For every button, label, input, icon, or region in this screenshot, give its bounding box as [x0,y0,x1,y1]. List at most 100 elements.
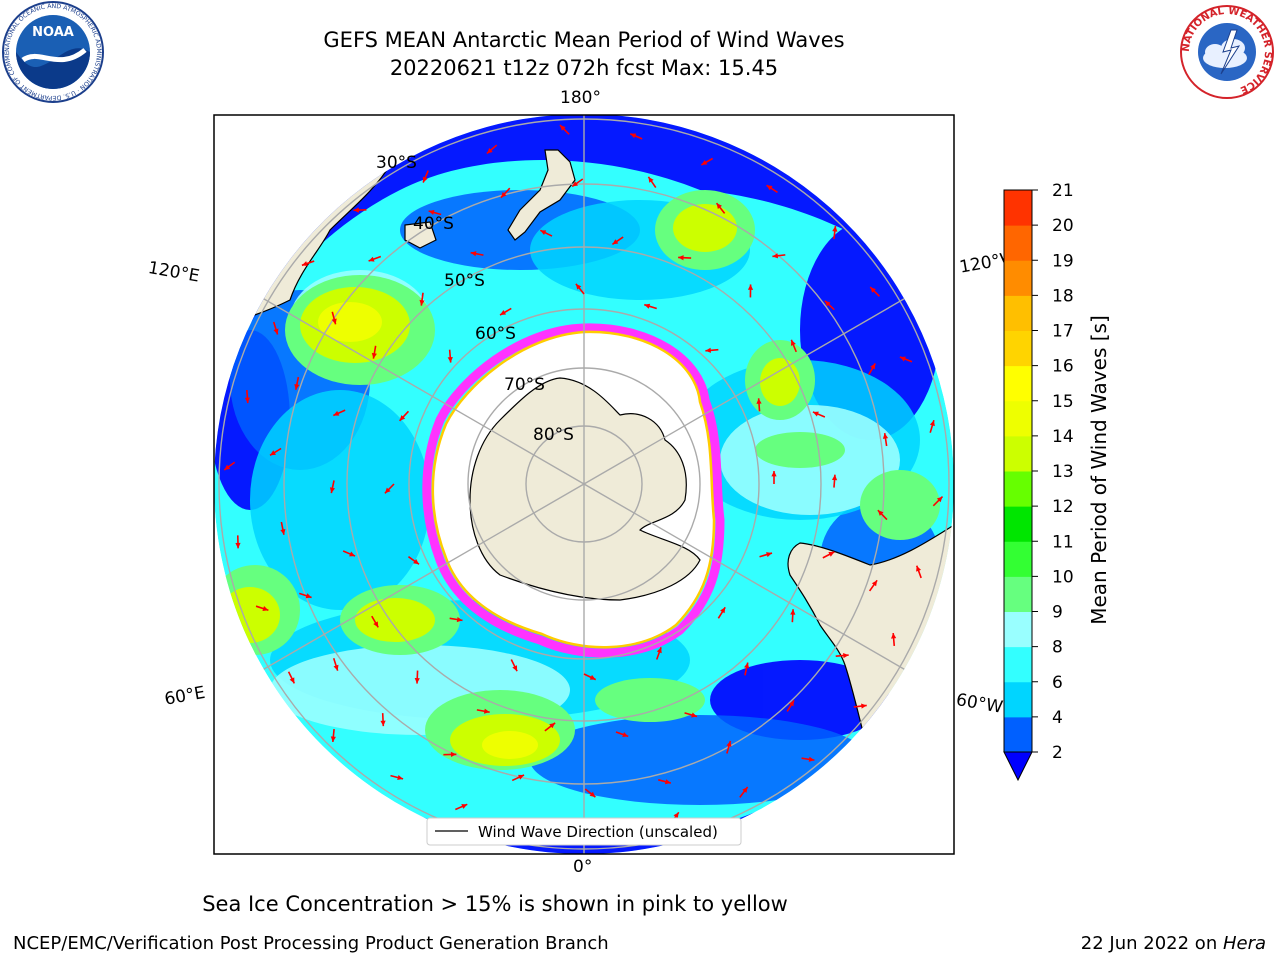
wave-direction-arrowhead [772,253,779,259]
wave-direction-arrowhead [333,410,340,416]
wave-direction-arrowhead [678,255,684,261]
wave-direction-arrowhead [766,552,773,558]
credit-text: NCEP/EMC/Verification Post Processing Pr… [13,933,609,954]
wave-direction-arrowhead [790,609,796,615]
wave-direction-arrowhead [262,606,269,612]
wave-direction-arrowhead [832,226,838,232]
wave-direction-arrowhead [244,397,251,404]
wave-direction-arrowhead [691,712,698,718]
wave-direction-arrowhead [329,487,336,494]
wave-direction-arrowhead [742,787,748,793]
wave-direction-arrowhead [622,732,629,737]
wave-direction-arrowhead [648,176,654,183]
africa-landmass [214,759,336,854]
wave-direction-arrowhead [540,230,547,236]
wave-direction-arrowhead [788,700,795,707]
wave-direction-arrowhead [936,496,943,503]
wave-direction-arrowhead [559,125,566,131]
wave-direction-arrowhead [589,791,596,798]
wave-direction-arrowhead [428,209,435,215]
wave-direction-arrowhead [349,551,356,557]
date-text: 22 Jun 2022 on [1080,933,1223,954]
new-zealand-landmass [507,149,576,241]
date-stamp: 22 Jun 2022 on Hera [1081,933,1266,954]
wave-direction-arrowhead [273,328,279,335]
wave-direction-arrowhead [518,774,525,780]
lon-label-0: 0° [573,857,593,877]
wave-direction-arrowhead [673,812,679,819]
wave-direction-arrowhead [877,510,884,516]
wave-direction-arrowhead [612,239,619,245]
wave-direction-arrowhead [397,775,404,781]
wave-direction-arrowhead [368,256,375,262]
nws-logo: NATIONAL WEATHER SERVICE [1180,5,1274,99]
wave-direction-arrowhead [747,284,754,290]
wave-direction-arrowhead [289,677,295,684]
wave-direction-arrowhead [771,471,777,477]
noaa-logo: NATIONAL OCEANIC AND ATMOSPHERIC ADMINIS… [1,0,104,103]
lon-label-180: 180° [560,88,601,108]
wave-direction-arrowhead [305,593,312,599]
wave-direction-arrowhead [572,181,579,187]
wave-direction-arrowhead [224,464,231,470]
lat-label-60s: 60°S [475,324,516,344]
wave-direction-arrowhead [766,185,773,191]
wave-direction-arrowhead [790,339,796,346]
wave-direction-arrowhead [500,310,507,315]
wave-direction-arrowhead [330,736,336,742]
wave-direction-arrowhead [644,303,651,309]
wave-direction-arrowhead [808,756,815,762]
wave-direction-arrowhead [371,352,377,359]
wave-direction-arrowhead [331,318,337,325]
lat-label-30s: 30°S [376,153,417,173]
wave-direction-arrowhead [756,398,762,404]
wave-direction-arrowhead [812,411,819,417]
wave-direction-arrowhead [384,487,391,494]
wave-direction-arrowhead [705,347,712,353]
wave-direction-arrowhead [399,415,406,421]
wave-direction-arrowhead [512,665,518,672]
wave-direction-arrowhead [664,779,671,785]
wave-direction-arrowhead [422,176,428,183]
wave-direction-arrowhead [871,580,878,587]
wave-direction-arrowhead [861,703,867,709]
wave-direction-arrowhead [824,300,831,307]
wave-direction-arrowhead [916,565,922,572]
wave-direction-arrowhead [882,433,889,439]
wave-direction-arrowhead [413,559,420,565]
wave-direction-arrowhead [380,720,386,727]
wave-direction-arrowhead [701,159,708,165]
host-name: Hera [1222,933,1266,954]
wave-direction-arrowhead [461,804,468,809]
title-line-2: 20220621 t12z 072h fcst Max: 15.45 [389,56,779,80]
wave-direction-arrowhead [294,383,300,390]
title-line-1: GEFS MEAN Antarctic Mean Period of Wind … [323,28,845,52]
wave-direction-arrowhead [483,708,490,714]
lat-label-50s: 50°S [444,271,485,291]
wave-direction-arrowhead [456,616,463,623]
wave-direction-arrowhead [656,647,662,654]
wave-direction-arrowhead [353,207,359,213]
wave-direction-arrowhead [301,261,308,267]
graticule [214,115,954,854]
sea-ice-note: Sea Ice Concentration > 15% is shown in … [202,892,788,916]
wave-direction-arrowhead [870,287,876,293]
wave-direction-arrowhead [470,251,477,257]
wave-direction-arrowhead [899,356,906,362]
wave-direction-arrowhead [270,450,276,456]
svg-text:NOAA: NOAA [32,25,74,40]
wave-direction-arrowhead [831,474,838,481]
wave-direction-arrowhead [450,751,457,758]
wave-direction-arrowhead [828,551,835,557]
map-frame [213,114,955,855]
wave-direction-arrowhead [500,191,507,198]
wave-direction-arrowhead [870,363,876,370]
antarctica-landmass [469,377,701,601]
lat-label-70s: 70°S [504,375,545,395]
map-legend: Wind Wave Direction (unscaled) [426,817,742,846]
wave-direction-arrowhead [575,283,582,290]
wave-direction-arrowhead [373,621,379,628]
wave-direction-arrowhead [843,652,849,659]
wave-direction-arrowhead [716,203,722,210]
